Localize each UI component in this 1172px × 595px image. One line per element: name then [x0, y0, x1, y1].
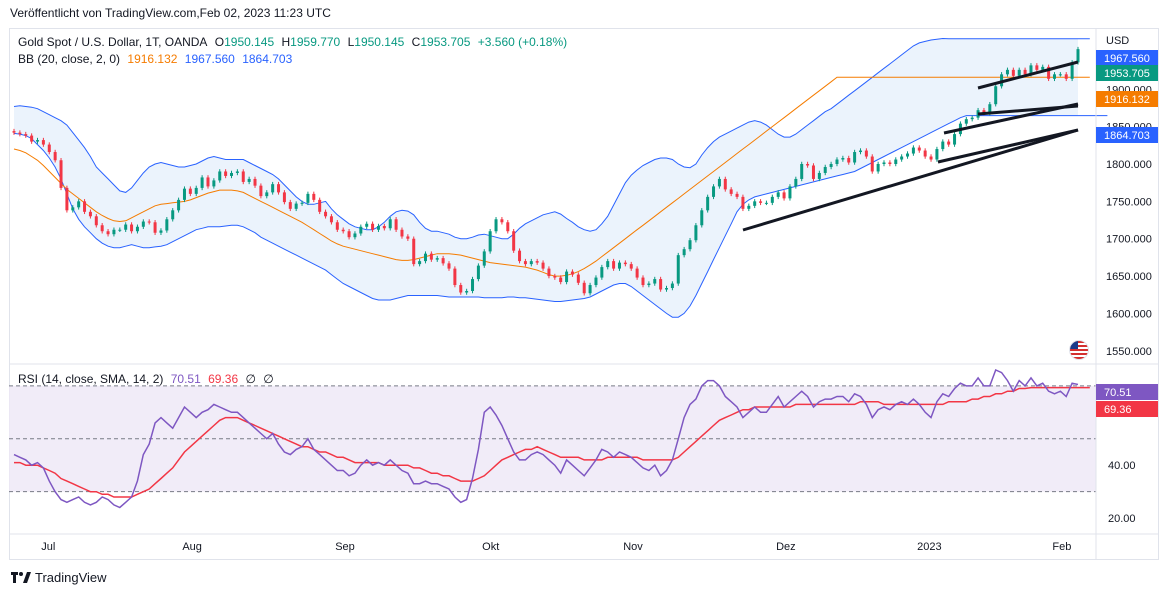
footer-brand[interactable]: TradingView	[11, 570, 107, 585]
bb-upper-value: 1967.560	[184, 52, 235, 66]
symbol-title: Gold Spot / U.S. Dollar, 1T, OANDA	[18, 35, 208, 49]
change-value: +3.560 (+0.18%)	[477, 35, 568, 49]
tradingview-logo-icon	[11, 571, 31, 583]
open-value: 1950.145	[224, 35, 275, 49]
bb-legend: BB (20, close, 2, 0) 1916.132 1967.560 1…	[18, 52, 296, 66]
rsi-value: 70.51	[170, 372, 201, 386]
rsi-legend: RSI (14, close, SMA, 14, 2) 70.51 69.36 …	[18, 372, 278, 386]
close-value: 1953.705	[420, 35, 471, 49]
rsi-sma-value: 69.36	[208, 372, 239, 386]
bb-basis-value: 1916.132	[127, 52, 178, 66]
high-value: 1959.770	[290, 35, 341, 49]
high-label: H	[281, 35, 291, 49]
rsi-extra2: ∅	[263, 372, 274, 386]
published-caption: Veröffentlicht von TradingView.com,Feb 0…	[10, 6, 331, 20]
us-flag-icon[interactable]	[1069, 340, 1089, 360]
rsi-extra1: ∅	[245, 372, 256, 386]
main-legend: Gold Spot / U.S. Dollar, 1T, OANDA O1950…	[18, 35, 571, 49]
low-value: 1950.145	[354, 35, 405, 49]
bb-lower-value: 1864.703	[242, 52, 293, 66]
rsi-label: RSI (14, close, SMA, 14, 2)	[18, 372, 164, 386]
bb-label: BB (20, close, 2, 0)	[18, 52, 121, 66]
open-label: O	[214, 35, 225, 49]
footer-brand-label: TradingView	[35, 570, 107, 585]
chart-frame[interactable]	[9, 28, 1159, 560]
